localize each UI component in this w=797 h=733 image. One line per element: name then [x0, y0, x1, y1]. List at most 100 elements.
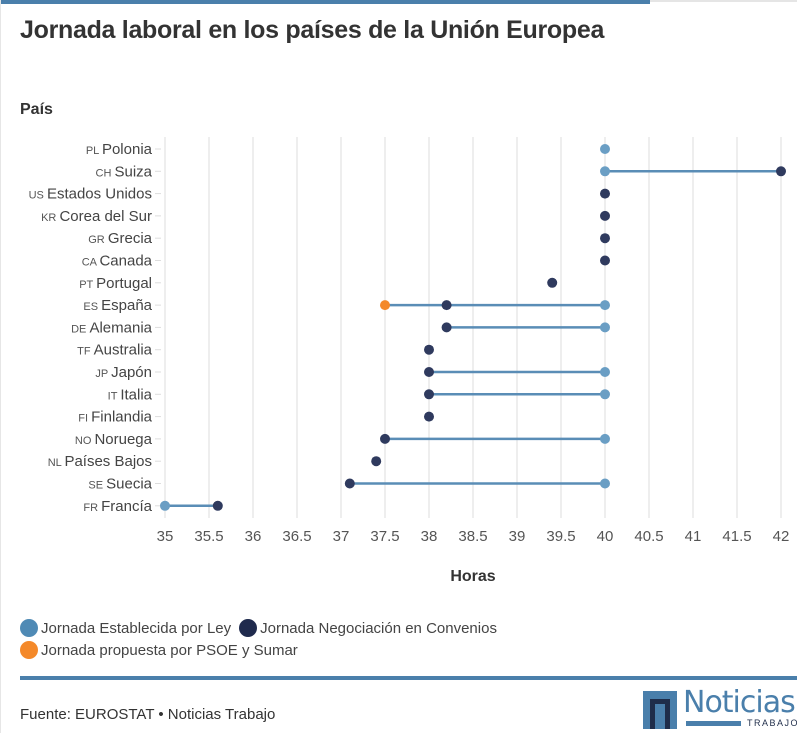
legend-swatch-ley	[20, 619, 38, 637]
point-convenio	[600, 210, 610, 221]
country-code: SE	[88, 480, 106, 492]
y-tick-label: GR Grecia	[88, 230, 152, 247]
y-tick-label: ES España	[83, 297, 152, 314]
point-ley	[600, 478, 610, 489]
point-ley	[600, 322, 610, 333]
point-ley	[600, 433, 610, 444]
y-axis-title: País	[20, 101, 53, 118]
country-code: FR	[83, 502, 101, 514]
point-convenio	[424, 344, 434, 355]
x-tick-label: 37.5	[370, 528, 399, 545]
country-code: KR	[41, 212, 59, 224]
y-tick-label: US Estados Unidos	[29, 186, 152, 203]
point-convenio	[441, 322, 452, 333]
point-convenio	[600, 188, 610, 199]
y-tick-label: CH Suiza	[96, 163, 153, 180]
country-code: US	[29, 190, 47, 202]
point-convenio	[424, 389, 434, 400]
x-tick-label: 37	[333, 528, 350, 545]
point-ley	[600, 300, 610, 311]
y-tick-label: KR Corea del Sur	[41, 208, 152, 225]
point-convenio	[424, 367, 434, 377]
logo-underline	[686, 721, 741, 726]
point-ley	[600, 144, 610, 154]
country-code: ES	[83, 301, 101, 313]
y-tick-label: DE Alemania	[71, 319, 153, 336]
y-tick-label: CA Canada	[82, 253, 153, 270]
y-tick-label: NO Noruega	[75, 431, 153, 448]
legend-swatch-convenio	[239, 619, 258, 637]
y-tick-label: JP Japón	[95, 364, 152, 381]
top-accent-bar	[0, 0, 650, 4]
x-tick-label: 38	[421, 528, 438, 545]
y-tick-label: FI Finlandia	[78, 409, 152, 426]
chart-title: Jornada laboral en los países de la Unió…	[20, 16, 605, 44]
left-border	[0, 0, 1, 733]
point-convenio	[371, 456, 382, 467]
country-code: CH	[96, 167, 115, 179]
point-ley	[600, 367, 610, 377]
point-convenio	[344, 478, 355, 489]
country-name: Portugal	[96, 275, 152, 292]
logo-subtitle: TRABAJO	[747, 718, 797, 728]
x-tick-label: 36.5	[282, 528, 311, 545]
y-tick-label: PL Polonia	[86, 141, 153, 158]
country-name: Italia	[120, 386, 152, 403]
x-tick-label: 39.5	[546, 528, 575, 545]
point-convenio	[600, 255, 610, 266]
dumbbell-chart: 35 35.5 36 36.5 37 37.5 38 38.5 39 39.5 40 40.5 41 41…	[29, 137, 790, 585]
y-tick-label: SE Suecia	[88, 476, 152, 493]
country-name: Francía	[101, 498, 153, 515]
country-name: España	[101, 297, 153, 314]
noticias-trabajo-logo[interactable]: Noticias TRABAJO	[643, 685, 797, 729]
country-name: Grecia	[108, 230, 153, 247]
bottom-divider	[20, 676, 797, 680]
country-name: Finlandia	[91, 409, 153, 426]
x-tick-label: 40	[597, 528, 614, 545]
point-ley	[600, 166, 610, 177]
point-ley	[160, 500, 170, 511]
legend-item-ley[interactable]: Jornada Establecida por Ley	[20, 619, 231, 637]
y-tick-label: PT Portugal	[79, 275, 152, 292]
country-code: NL	[48, 457, 65, 469]
logo-wordmark: Noticias	[683, 685, 796, 720]
legend-item-propuesta[interactable]: Jornada propuesta por PSOE y Sumar	[20, 641, 298, 659]
point-convenio	[380, 433, 390, 444]
x-tick-label: 41.5	[722, 528, 751, 545]
point-propuesta	[380, 300, 390, 311]
country-name: Países Bajos	[64, 453, 152, 470]
country-name: Estados Unidos	[47, 186, 152, 203]
country-name: Corea del Sur	[59, 208, 152, 225]
legend-label-ley: Jornada Establecida por Ley	[41, 619, 232, 637]
x-tick-label: 42	[773, 528, 790, 545]
legend-item-convenio[interactable]: Jornada Negociación en Convenios	[239, 619, 497, 637]
x-tick-label: 41	[685, 528, 702, 545]
country-code: TF	[77, 346, 94, 358]
legend: Jornada Establecida por Ley Jornada Nego…	[20, 617, 505, 661]
country-code: FI	[78, 413, 91, 425]
country-name: Noruega	[94, 431, 152, 448]
x-tick-label: 35	[157, 528, 174, 545]
country-name: Japón	[111, 364, 152, 381]
point-ley	[600, 389, 610, 400]
country-name: Polonia	[102, 141, 153, 158]
y-tick-label: IT Italia	[108, 386, 153, 403]
legend-swatch-propuesta	[20, 641, 38, 659]
country-code: IT	[108, 390, 121, 402]
x-axis-title: Horas	[450, 568, 495, 585]
country-code: JP	[95, 368, 111, 380]
y-tick-label: FR Francía	[83, 498, 152, 515]
point-convenio	[424, 411, 434, 422]
x-tick-label: 40.5	[634, 528, 663, 545]
x-tick-label: 35.5	[194, 528, 223, 545]
country-code: PL	[86, 145, 102, 157]
country-code: NO	[75, 435, 95, 447]
point-convenio	[441, 300, 452, 311]
y-tick-label: TF Australia	[77, 342, 153, 359]
country-name: Suiza	[114, 163, 152, 180]
country-name: Australia	[94, 342, 153, 359]
x-tick-label: 38.5	[458, 528, 487, 545]
legend-label-propuesta: Jornada propuesta por PSOE y Sumar	[41, 641, 298, 659]
country-name: Alemania	[89, 319, 152, 336]
country-code: CA	[82, 257, 100, 269]
